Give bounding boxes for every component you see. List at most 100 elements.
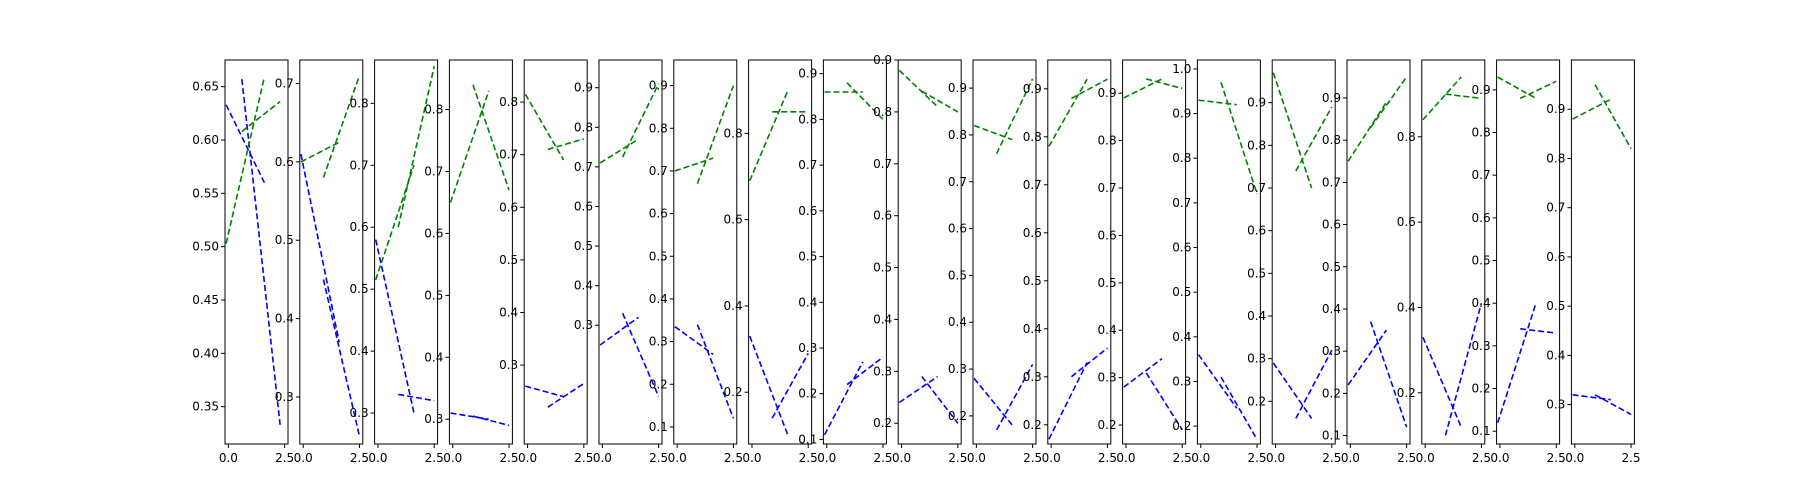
subplot-14-series-2-segment-2 — [1220, 82, 1258, 195]
subplot-19-series-1-segment-1 — [1572, 393, 1611, 401]
subplot-7-ytick-label-5: 0.5 — [649, 249, 668, 263]
subplot-2-ytick-label-2: 0.4 — [275, 312, 294, 326]
subplot-12-ytick-label-5: 0.6 — [1023, 226, 1042, 240]
subplot-16-ytick-label-8: 0.8 — [1322, 133, 1341, 147]
subplot-17-series-2-segment-1 — [1422, 76, 1462, 121]
subplot-19-series-1-segment-2 — [1594, 394, 1632, 416]
subplot-14-ytick-label-7: 0.8 — [1172, 151, 1191, 165]
subplot-18-series-2-segment-1 — [1497, 76, 1537, 100]
subplot-9-ytick-label-3: 0.3 — [798, 341, 817, 355]
subplot-5-ytick-label-2: 0.4 — [499, 305, 518, 319]
subplot-4-series-2-segment-1 — [449, 90, 490, 203]
subplot-12-series-2-segment-2 — [1071, 78, 1108, 100]
subplot-5-frame — [523, 59, 588, 445]
subplot-19-frame — [1570, 59, 1635, 445]
subplot-5-series-2-segment-2 — [547, 138, 585, 151]
subplot-19-ytick-label-2: 0.4 — [1546, 348, 1565, 362]
subplot-15-ytick-label-1: 0.2 — [1247, 394, 1266, 408]
subplot-12: 0.20.30.40.50.60.70.80.90.0 2.5 — [1023, 59, 1117, 465]
subplot-3-ytick-label-4: 0.6 — [350, 220, 369, 234]
subplot-11-ytick-label-2: 0.3 — [948, 362, 967, 376]
subplot-15-ytick-label-2: 0.3 — [1247, 352, 1266, 366]
subplot-15-ytick-label-8: 0.9 — [1247, 96, 1266, 110]
subplot-7-ytick-label-6: 0.6 — [649, 207, 668, 221]
subplot-18: 0.10.20.30.40.50.60.70.80.90.0 2.5 — [1472, 59, 1566, 465]
subplot-4-ytick-label-6: 0.8 — [424, 103, 443, 117]
subplot-9-xtick-label-1: 0.0 — [817, 451, 836, 465]
subplot-16-ytick-label-9: 0.9 — [1322, 91, 1341, 105]
subplot-12-ytick-label-2: 0.3 — [1023, 370, 1042, 384]
subplot-3-frame — [374, 59, 439, 445]
subplot-6-ytick-label-4: 0.6 — [574, 199, 593, 213]
subplot-1-ytick-label-5: 0.55 — [192, 186, 219, 200]
subplot-11-ytick-label-8: 0.9 — [948, 81, 967, 95]
subplot-12-frame — [1047, 59, 1112, 445]
subplot-5: 0.30.40.50.60.70.80.0 2.5 — [499, 59, 593, 465]
subplot-15-ytick-label-5: 0.6 — [1247, 224, 1266, 238]
subplot-12-ytick-label-8: 0.9 — [1023, 82, 1042, 96]
subplot-9-ytick-label-8: 0.8 — [798, 112, 817, 126]
subplot-6-ytick-label-7: 0.9 — [574, 81, 593, 95]
subplot-1-ytick-label-2: 0.40 — [192, 346, 219, 360]
subplot-6-series-2-segment-2 — [621, 83, 660, 158]
subplot-11-xtick-label-1: 0.0 — [967, 451, 986, 465]
subplot-7-ytick-label-4: 0.4 — [649, 292, 668, 306]
subplot-3-xtick-label-1: 0.0 — [368, 451, 387, 465]
subplot-10-ytick-label-7: 0.8 — [873, 105, 892, 119]
subplot-7: 0.10.20.30.40.50.60.70.80.90.0 2.5 — [649, 59, 743, 465]
subplot-10-frame — [897, 59, 962, 445]
subplot-11-series-2-segment-1 — [973, 124, 1013, 141]
subplot-4-ytick-label-2: 0.4 — [424, 350, 443, 364]
subplot-16-series-1-segment-1 — [1347, 329, 1388, 386]
subplot-9-ytick-label-1: 0.1 — [798, 432, 817, 446]
subplot-13-ytick-label-7: 0.8 — [1098, 134, 1117, 148]
subplot-2-ytick-label-4: 0.6 — [275, 155, 294, 169]
subplot-15-series-2-segment-2 — [1295, 106, 1333, 172]
subplot-4-series-2-segment-2 — [472, 84, 510, 191]
subplot-16-ytick-label-2: 0.2 — [1322, 386, 1341, 400]
subplot-16-series-2-segment-1 — [1347, 101, 1388, 162]
subplot-17-ytick-label-3: 0.6 — [1397, 215, 1416, 229]
subplot-8-xtick-label-2: 2.5 — [799, 451, 818, 465]
subplot-10-ytick-label-4: 0.5 — [873, 261, 892, 275]
subplot-11-frame — [972, 59, 1037, 445]
subplot-6-series-2-segment-1 — [599, 138, 639, 164]
subplot-16-ytick-label-5: 0.5 — [1322, 260, 1341, 274]
subplot-16-ytick-label-3: 0.3 — [1322, 344, 1341, 358]
subplot-18-xtick-label-2: 2.5 — [1547, 451, 1566, 465]
subplot-9-frame — [822, 59, 887, 445]
subplot-6-ytick-label-1: 0.3 — [574, 318, 593, 332]
subplot-7-series-1-segment-1 — [674, 326, 714, 356]
subplot-16-ytick-label-6: 0.6 — [1322, 218, 1341, 232]
subplot-6-xtick-label-1: 0.0 — [593, 451, 612, 465]
subplot-2-series-2-segment-2 — [322, 75, 361, 178]
subplot-6-ytick-label-3: 0.5 — [574, 239, 593, 253]
subplot-1-series-2-segment-1 — [225, 76, 266, 244]
subplot-13-ytick-label-8: 0.9 — [1098, 86, 1117, 100]
subplot-17: 0.20.40.60.80.0 2.5 — [1397, 59, 1491, 465]
subplot-14-xtick-label-1: 0.0 — [1191, 451, 1210, 465]
subplot-13-series-2-segment-1 — [1123, 78, 1163, 99]
subplot-8-ytick-label-3: 0.6 — [724, 213, 743, 227]
subplot-3-series-1-segment-2 — [398, 393, 435, 402]
subplot-7-series-2-segment-1 — [674, 157, 714, 172]
subplot-1-ytick-label-4: 0.50 — [192, 240, 219, 254]
subplot-16-xtick-label-1: 0.0 — [1341, 451, 1360, 465]
subplot-18-series-2-segment-2 — [1519, 80, 1557, 100]
subplot-12-ytick-label-6: 0.7 — [1023, 178, 1042, 192]
subplot-8-series-2-segment-1 — [748, 89, 789, 182]
subplot-3-ytick-label-6: 0.8 — [350, 96, 369, 110]
subplot-14-ytick-label-8: 0.9 — [1172, 107, 1191, 121]
subplot-10-ytick-label-3: 0.4 — [873, 312, 892, 326]
subplot-18-xtick-label-1: 0.0 — [1490, 451, 1509, 465]
subplot-11-ytick-label-3: 0.4 — [948, 315, 967, 329]
subplot-14-ytick-label-5: 0.6 — [1172, 241, 1191, 255]
subplot-17-series-1-segment-2 — [1444, 302, 1483, 436]
subplot-15-series-1-segment-1 — [1272, 362, 1313, 419]
subplot-19-ytick-label-6: 0.8 — [1546, 151, 1565, 165]
subplot-8-ytick-label-1: 0.2 — [724, 385, 743, 399]
subplot-1: 0.35 0.40 0.45 0.50 0.55 0.60 0.65 0.0 2.5 — [192, 59, 294, 465]
subplot-5-ytick-label-6: 0.8 — [499, 95, 518, 109]
